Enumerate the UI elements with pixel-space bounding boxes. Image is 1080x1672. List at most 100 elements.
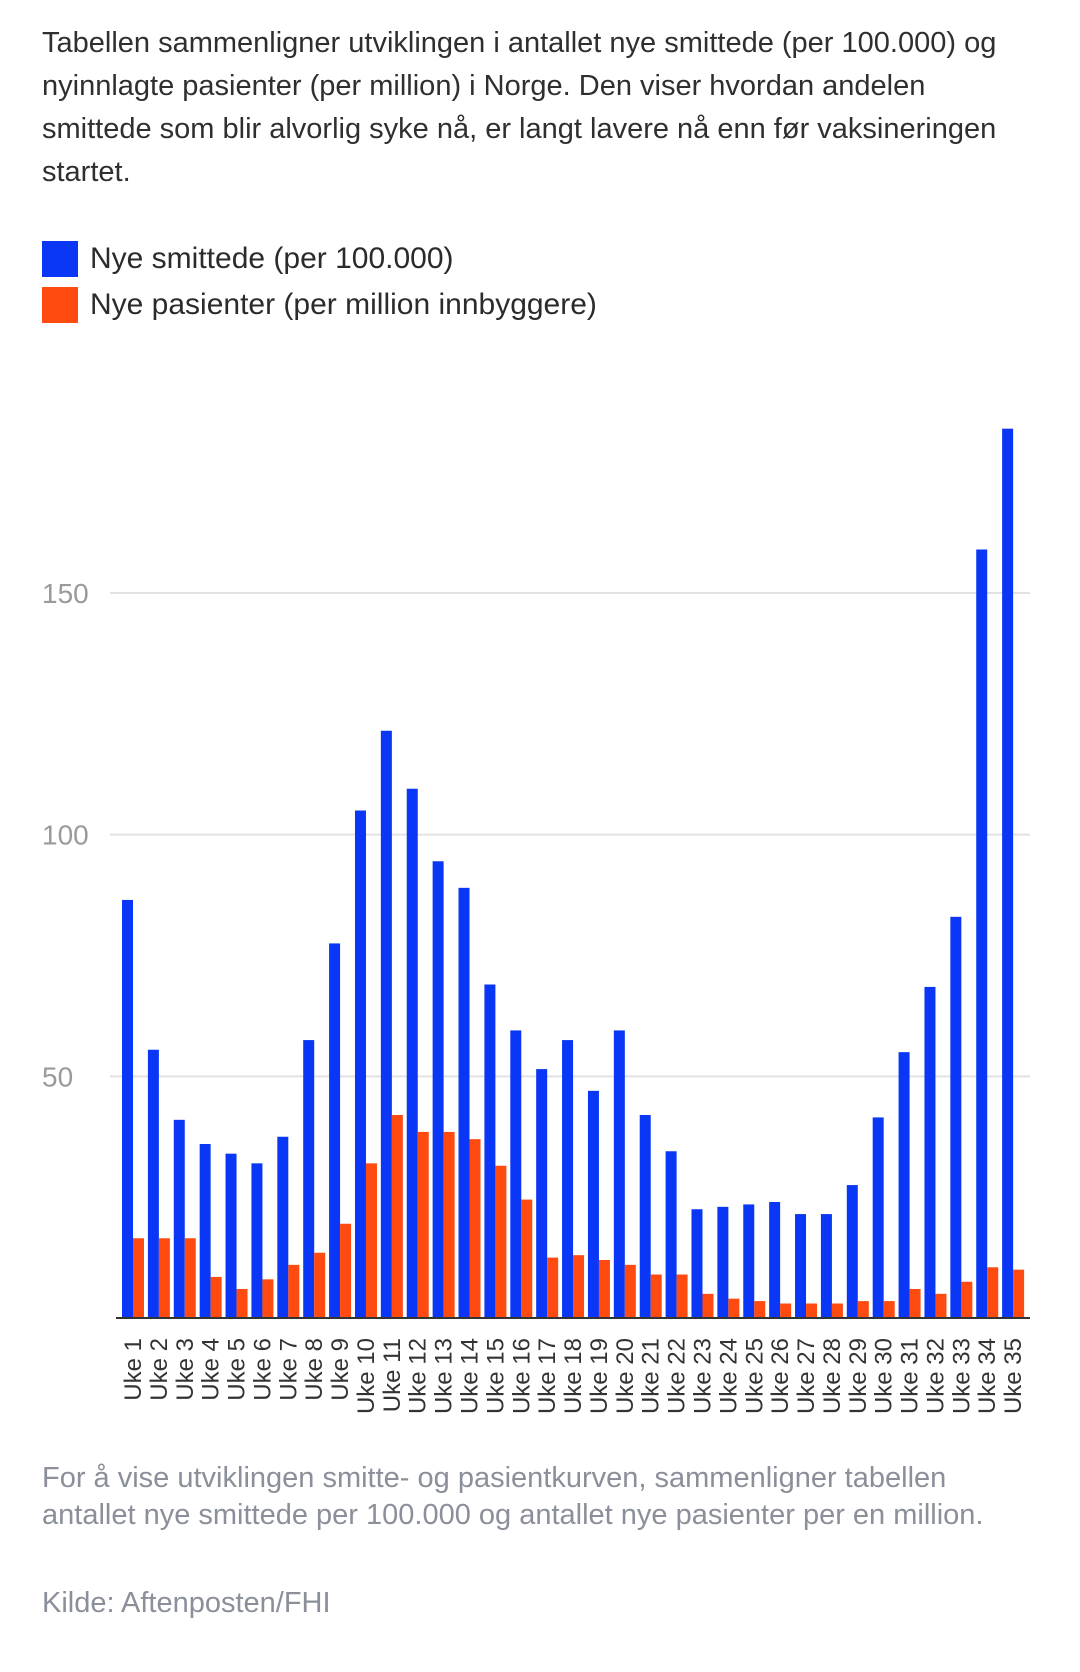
bar-infected bbox=[122, 899, 133, 1318]
y-tick-label: 150 bbox=[42, 578, 89, 609]
x-tick-label: Uke 13 bbox=[431, 1338, 458, 1414]
bar-patients bbox=[288, 1264, 300, 1318]
x-tick-label: Uke 34 bbox=[974, 1338, 1001, 1414]
x-tick-label: Uke 9 bbox=[327, 1338, 354, 1401]
bar-infected bbox=[536, 1069, 548, 1318]
y-tick-label: 100 bbox=[42, 820, 89, 851]
x-tick-label: Uke 33 bbox=[948, 1338, 975, 1414]
bar-infected bbox=[820, 1214, 832, 1318]
bar-patients bbox=[262, 1279, 274, 1318]
bar-infected bbox=[406, 788, 418, 1318]
bar-infected bbox=[717, 1206, 729, 1318]
bar-infected bbox=[846, 1185, 858, 1318]
bar-infected bbox=[743, 1204, 755, 1318]
bar-infected bbox=[795, 1214, 807, 1318]
legend-item-infected: Nye smittede (per 100.000) bbox=[42, 236, 597, 282]
x-tick-label: Uke 28 bbox=[819, 1338, 846, 1414]
x-tick-label: Uke 22 bbox=[664, 1338, 691, 1414]
legend-item-patients: Nye pasienter (per million innbyggere) bbox=[42, 282, 597, 328]
x-tick-label: Uke 31 bbox=[897, 1338, 924, 1414]
bar-infected bbox=[432, 861, 444, 1318]
y-tick-label: 50 bbox=[42, 1061, 73, 1092]
bar-infected bbox=[1002, 428, 1014, 1319]
bar-patients bbox=[184, 1238, 196, 1318]
bar-infected bbox=[872, 1117, 884, 1318]
bar-patients bbox=[158, 1238, 170, 1318]
legend-swatch-infected bbox=[42, 241, 78, 277]
bar-infected bbox=[950, 916, 962, 1318]
bar-infected bbox=[199, 1144, 211, 1318]
bar-infected bbox=[665, 1151, 677, 1318]
x-tick-label: Uke 27 bbox=[793, 1338, 820, 1414]
bar-patients bbox=[650, 1274, 662, 1318]
x-tick-label: Uke 29 bbox=[845, 1338, 872, 1414]
bar-infected bbox=[458, 887, 470, 1318]
x-tick-label: Uke 24 bbox=[715, 1338, 742, 1414]
legend-label-patients: Nye pasienter (per million innbyggere) bbox=[90, 288, 597, 321]
bar-patients bbox=[987, 1267, 999, 1318]
bar-patients bbox=[624, 1264, 636, 1318]
x-tick-label: Uke 16 bbox=[508, 1338, 535, 1414]
x-tick-label: Uke 5 bbox=[224, 1338, 251, 1401]
bar-patients bbox=[935, 1293, 947, 1318]
bar-patients bbox=[133, 1238, 144, 1318]
x-tick-label: Uke 8 bbox=[301, 1338, 328, 1401]
x-tick-label: Uke 12 bbox=[405, 1338, 432, 1414]
legend-label-infected: Nye smittede (per 100.000) bbox=[90, 242, 454, 275]
bar-patients bbox=[728, 1298, 740, 1318]
bar-infected bbox=[924, 986, 936, 1318]
bar-infected bbox=[277, 1136, 289, 1318]
bar-infected bbox=[510, 1030, 522, 1318]
bar-infected bbox=[639, 1115, 651, 1318]
bar-infected bbox=[225, 1153, 237, 1318]
x-tick-label: Uke 4 bbox=[198, 1338, 225, 1401]
chart-footnote: For å vise utviklingen smitte- og pasien… bbox=[42, 1462, 984, 1531]
x-tick-label: Uke 23 bbox=[689, 1338, 716, 1414]
bar-patients bbox=[598, 1260, 610, 1318]
bar-patients bbox=[573, 1255, 585, 1318]
bar-infected bbox=[562, 1040, 574, 1318]
bar-patients bbox=[547, 1257, 559, 1318]
y-axis-ticks: 50 100 150 bbox=[42, 578, 89, 1092]
bar-patients bbox=[210, 1276, 222, 1318]
bar-patients bbox=[702, 1293, 714, 1318]
chart-legend: Nye smittede (per 100.000) Nye pasienter… bbox=[42, 236, 597, 328]
bar-patients bbox=[417, 1131, 429, 1318]
bar-patients bbox=[883, 1301, 895, 1318]
bar-patients bbox=[857, 1301, 869, 1318]
bar-patients bbox=[909, 1289, 921, 1318]
bar-infected bbox=[251, 1163, 263, 1318]
x-tick-label: Uke 10 bbox=[353, 1338, 380, 1414]
x-tick-label: Uke 15 bbox=[482, 1338, 509, 1414]
bar-patients bbox=[391, 1115, 403, 1318]
bar-infected bbox=[613, 1030, 625, 1318]
bars bbox=[122, 428, 1025, 1319]
bar-patients bbox=[236, 1289, 248, 1318]
x-tick-label: Uke 35 bbox=[1000, 1338, 1027, 1414]
grid-lines bbox=[110, 592, 1030, 1078]
bar-infected bbox=[354, 810, 366, 1318]
x-tick-label: Uke 30 bbox=[871, 1338, 898, 1414]
bar-patients bbox=[365, 1163, 377, 1318]
bar-patients bbox=[806, 1303, 818, 1318]
bar-infected bbox=[329, 943, 341, 1318]
bar-infected bbox=[587, 1090, 599, 1318]
x-tick-label: Uke 26 bbox=[767, 1338, 794, 1414]
bar-patients bbox=[469, 1139, 481, 1318]
bar-patients bbox=[831, 1303, 843, 1318]
bar-infected bbox=[147, 1049, 159, 1318]
bar-infected bbox=[303, 1040, 315, 1318]
bar-infected bbox=[484, 984, 496, 1318]
x-tick-label: Uke 20 bbox=[612, 1338, 639, 1414]
chart-intro-text: Tabellen sammenligner utviklingen i anta… bbox=[42, 27, 997, 188]
x-tick-label: Uke 2 bbox=[146, 1338, 173, 1401]
x-tick-label: Uke 1 bbox=[120, 1338, 147, 1401]
bar-patients bbox=[314, 1252, 326, 1318]
x-tick-label: Uke 18 bbox=[560, 1338, 587, 1414]
x-tick-label: Uke 32 bbox=[922, 1338, 949, 1414]
x-tick-label: Uke 19 bbox=[586, 1338, 613, 1414]
x-tick-label: Uke 17 bbox=[534, 1338, 561, 1414]
bar-patients bbox=[521, 1199, 533, 1318]
